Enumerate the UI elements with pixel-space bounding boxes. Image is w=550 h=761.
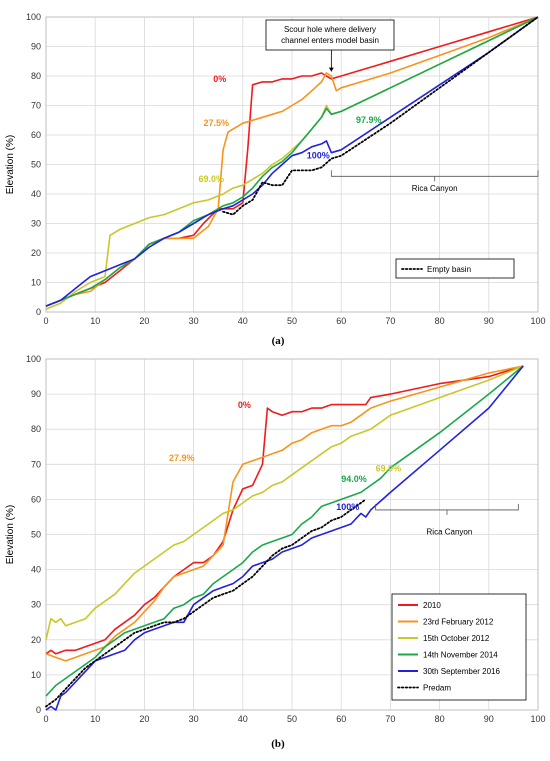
x-tick-label: 40 [238, 316, 248, 326]
x-tick-label: 30 [189, 316, 199, 326]
y-tick-label: 60 [31, 494, 41, 504]
plot-frame [45, 16, 539, 313]
x-tick-label: 20 [139, 714, 149, 724]
panel-label: (b) [271, 738, 285, 750]
callout-box [265, 19, 395, 51]
y-tick-label: 70 [31, 459, 41, 469]
y-tick-label: 80 [31, 424, 41, 434]
series-label: 69.0% [376, 463, 402, 473]
y-tick-label: 0 [36, 307, 41, 317]
x-tick-label: 70 [385, 714, 395, 724]
canyon-bracket [375, 503, 519, 515]
series-line-predam [45, 498, 367, 708]
legend-label: Empty basin [427, 265, 471, 274]
y-axis-label: Elevation (%) [5, 135, 16, 194]
series-label: 27.5% [203, 118, 229, 128]
series-line-14th-november-2014 [45, 365, 524, 697]
callout-arrow-head [328, 67, 334, 72]
x-tick-label: 80 [435, 316, 445, 326]
callout-line: channel enters model basin [281, 36, 379, 45]
annotation-rica-canyon: Rica Canyon [427, 528, 473, 537]
y-tick-label: 10 [31, 670, 41, 680]
series-label: 97.9% [356, 115, 382, 125]
y-tick-label: 100 [26, 354, 41, 364]
x-tick-label: 20 [139, 316, 149, 326]
x-tick-label: 10 [90, 316, 100, 326]
legend-label: Predam [423, 684, 451, 693]
plot-frame [45, 358, 539, 711]
series-label: 100% [307, 151, 330, 161]
y-tick-label: 30 [31, 219, 41, 229]
panel-label: (a) [272, 335, 285, 347]
legend-label: 15th October 2012 [423, 634, 490, 643]
x-tick-label: 30 [189, 714, 199, 724]
x-tick-label: 50 [287, 316, 297, 326]
series-group [45, 365, 524, 711]
y-tick-label: 100 [26, 12, 41, 22]
x-tick-label: 90 [484, 316, 494, 326]
y-tick-label: 90 [31, 42, 41, 52]
chart-panel-a: 0 10 20 30 40 50 60 70 80 90 100 0 10 20 30 40 50 60 70 80 9… [5, 12, 546, 347]
callout-line: Scour hole where delivery [284, 25, 376, 34]
canyon-bracket [330, 170, 539, 182]
series-label: 0% [213, 74, 226, 84]
y-tick-label: 50 [31, 530, 41, 540]
x-tick-label: 60 [336, 714, 346, 724]
y-tick-label: 10 [31, 278, 41, 288]
series-line-97-9- [45, 16, 539, 307]
legend-label: 30th September 2016 [423, 667, 500, 676]
y-tick-label: 20 [31, 635, 41, 645]
y-tick-label: 0 [36, 705, 41, 715]
x-tick-label: 40 [238, 714, 248, 724]
y-tick-label: 60 [31, 130, 41, 140]
annotation-rica-canyon: Rica Canyon [412, 184, 458, 193]
y-tick-label: 20 [31, 248, 41, 258]
y-axis-label: Elevation (%) [5, 505, 16, 564]
x-tick-label: 0 [43, 316, 48, 326]
legend-label: 23rd February 2012 [423, 618, 494, 627]
legend: Empty basin [395, 258, 515, 279]
x-tick-labels: 0 10 20 30 40 50 60 70 80 90 100 [43, 714, 545, 724]
y-tick-labels: 0 10 20 30 40 50 60 70 80 90 100 [26, 12, 41, 317]
legend: 2010 23rd February 2012 15th October 2012 1… [391, 593, 527, 701]
series-label: 0% [238, 400, 251, 410]
x-tick-label: 80 [435, 714, 445, 724]
series-line-30th-september-2016 [45, 365, 524, 711]
x-tick-label: 100 [530, 714, 545, 724]
series-line-empty-basin [222, 16, 539, 216]
series-group [45, 16, 539, 310]
x-tick-label: 60 [336, 316, 346, 326]
x-tick-label: 90 [484, 714, 494, 724]
series-label: 69.0% [199, 174, 225, 184]
x-tick-label: 100 [530, 316, 545, 326]
x-tick-label: 70 [385, 316, 395, 326]
series-label: 94.0% [341, 474, 367, 484]
series-label: 100% [336, 502, 359, 512]
legend-label: 14th November 2014 [423, 651, 498, 660]
chart-panel-b: 0 10 20 30 40 50 60 70 80 90 100 0 10 20 30 40 50 60 70 80 9… [5, 354, 546, 750]
legend-box [391, 593, 527, 701]
x-tick-label: 0 [43, 714, 48, 724]
x-tick-label: 10 [90, 714, 100, 724]
y-tick-label: 70 [31, 101, 41, 111]
y-tick-label: 50 [31, 160, 41, 170]
y-tick-label: 80 [31, 71, 41, 81]
y-tick-labels: 0 10 20 30 40 50 60 70 80 90 100 [26, 354, 41, 715]
series-line-100- [45, 16, 539, 307]
x-tick-label: 50 [287, 714, 297, 724]
series-label: 27.9% [169, 453, 195, 463]
y-tick-label: 30 [31, 600, 41, 610]
legend-box [395, 258, 515, 279]
y-tick-label: 90 [31, 389, 41, 399]
series-line-23rd-february-2012 [45, 365, 524, 662]
legend-label: 2010 [423, 601, 441, 610]
scour-hole-callout: Scour hole where delivery channel enters … [265, 19, 395, 72]
series-line-15th-october-2012 [45, 365, 524, 640]
x-tick-labels: 0 10 20 30 40 50 60 70 80 90 100 [43, 316, 545, 326]
series-line-0- [45, 16, 539, 307]
y-tick-label: 40 [31, 565, 41, 575]
y-tick-label: 40 [31, 189, 41, 199]
